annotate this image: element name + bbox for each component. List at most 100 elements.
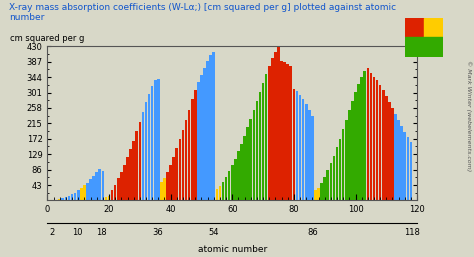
Bar xyxy=(175,149,178,200)
Bar xyxy=(320,182,323,200)
Bar xyxy=(234,159,237,200)
Bar xyxy=(370,73,372,200)
Bar xyxy=(410,142,412,200)
Bar xyxy=(385,96,388,200)
Bar xyxy=(95,172,98,200)
Bar xyxy=(62,198,64,200)
Bar xyxy=(225,177,228,200)
Bar xyxy=(237,151,240,200)
Bar xyxy=(329,163,332,200)
Bar xyxy=(397,120,400,200)
Bar xyxy=(424,18,443,37)
Bar xyxy=(83,185,86,200)
Bar xyxy=(283,62,286,200)
Bar xyxy=(166,172,169,200)
Bar xyxy=(249,119,252,200)
Bar xyxy=(240,144,243,200)
Bar xyxy=(58,199,61,200)
Bar xyxy=(138,122,141,200)
Bar xyxy=(333,156,335,200)
Bar xyxy=(99,169,101,200)
Bar xyxy=(255,101,258,200)
Bar xyxy=(142,112,144,200)
Bar xyxy=(120,172,123,200)
Bar xyxy=(314,190,317,200)
Bar xyxy=(407,137,409,200)
Bar xyxy=(108,196,110,200)
Bar xyxy=(231,165,234,200)
Bar xyxy=(105,197,107,200)
Bar xyxy=(246,127,249,200)
Bar xyxy=(290,66,292,200)
Bar xyxy=(259,92,261,200)
Bar xyxy=(68,196,70,200)
Bar xyxy=(200,75,203,200)
Bar xyxy=(114,185,117,200)
Bar xyxy=(305,104,308,200)
Bar xyxy=(354,92,357,200)
Bar xyxy=(64,197,67,200)
Bar xyxy=(327,170,329,200)
Bar xyxy=(212,52,215,200)
Bar xyxy=(357,84,360,200)
Bar xyxy=(403,132,406,200)
Bar xyxy=(188,110,191,200)
Bar xyxy=(302,99,304,200)
Bar xyxy=(151,86,154,200)
Bar xyxy=(339,139,341,200)
Bar xyxy=(194,90,197,200)
Text: © Mark Winter (webelements.com): © Mark Winter (webelements.com) xyxy=(466,60,472,171)
Bar xyxy=(101,171,104,200)
Bar xyxy=(71,194,73,200)
Bar xyxy=(117,178,119,200)
Text: atomic number: atomic number xyxy=(198,245,267,254)
Bar xyxy=(373,77,375,200)
Bar xyxy=(265,74,267,200)
Bar xyxy=(262,83,264,200)
Bar xyxy=(160,182,163,200)
Bar xyxy=(311,116,314,200)
Bar xyxy=(348,110,351,200)
Bar xyxy=(111,190,113,200)
Bar xyxy=(351,101,354,200)
Bar xyxy=(80,188,82,200)
Text: X-ray mass absorption coefficients (W-Lα;) [cm squared per g] plotted against at: X-ray mass absorption coefficients (W-Lα… xyxy=(9,3,397,22)
Bar xyxy=(203,68,206,200)
Bar xyxy=(268,66,271,200)
Bar xyxy=(253,110,255,200)
Bar xyxy=(376,80,378,200)
Bar xyxy=(405,18,424,37)
Bar xyxy=(216,189,218,200)
Bar xyxy=(86,182,89,200)
Bar xyxy=(401,126,403,200)
Bar xyxy=(129,149,132,200)
Bar xyxy=(308,110,310,200)
Bar xyxy=(379,85,382,200)
Bar xyxy=(185,120,187,200)
Bar xyxy=(366,68,369,200)
Bar xyxy=(394,114,397,200)
Bar xyxy=(286,64,289,200)
Bar xyxy=(405,37,443,57)
Bar xyxy=(342,130,345,200)
Bar xyxy=(323,177,326,200)
Bar xyxy=(173,157,175,200)
Bar xyxy=(296,91,298,200)
Bar xyxy=(92,176,95,200)
Bar xyxy=(277,47,280,200)
Bar xyxy=(391,108,394,200)
Bar xyxy=(89,179,92,200)
Bar xyxy=(145,102,147,200)
Bar xyxy=(280,61,283,200)
Bar xyxy=(228,171,230,200)
Bar xyxy=(123,164,126,200)
Bar xyxy=(274,52,277,200)
Bar xyxy=(336,147,338,200)
Bar xyxy=(388,102,391,200)
Bar xyxy=(191,99,193,200)
Bar xyxy=(197,82,200,200)
Bar xyxy=(206,61,209,200)
Bar xyxy=(364,71,366,200)
Bar xyxy=(132,141,135,200)
Bar xyxy=(271,58,273,200)
